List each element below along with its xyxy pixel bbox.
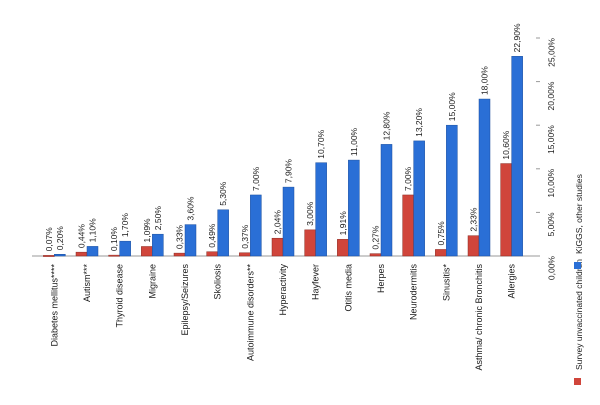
data-label-survey: 0,49%	[207, 223, 217, 248]
bar-survey-unvaccinated	[369, 253, 382, 257]
data-label-survey: 10,60%	[501, 130, 511, 159]
category-label: Diabetes mellitus****	[49, 264, 59, 347]
legend: Survey unvaccinated children KiGGS, other…	[574, 174, 584, 385]
bar-kiggs	[152, 233, 164, 257]
data-label-kiggs: 15,00%	[447, 92, 457, 121]
data-label-kiggs: 1,70%	[120, 213, 130, 238]
bar-kiggs	[478, 98, 491, 257]
bar-survey-unvaccinated	[500, 163, 512, 257]
data-label-survey: 0,75%	[436, 221, 446, 246]
value-axis-tick-label: 25,00%	[546, 38, 556, 67]
bar-kiggs	[348, 159, 360, 257]
data-label-kiggs: 7,00%	[251, 166, 261, 191]
data-label-survey: 0,10%	[109, 227, 119, 252]
category-label: Migraine	[147, 264, 157, 299]
category-label: Hayfever	[311, 264, 321, 300]
bar-survey-unvaccinated	[467, 235, 480, 257]
data-label-kiggs: 3,60%	[186, 196, 196, 221]
data-label-survey: 0,07%	[44, 227, 54, 252]
data-label-kiggs: 0,20%	[55, 226, 65, 251]
bar-kiggs	[86, 246, 99, 257]
legend-label-kiggs: KiGGS, other studies	[574, 174, 584, 254]
data-label-kiggs: 18,00%	[480, 66, 490, 95]
bar-survey-unvaccinated	[239, 252, 251, 257]
data-label-survey: 0,44%	[77, 224, 87, 249]
bar-kiggs	[511, 56, 523, 257]
category-label: Asthma/ chronic Bronchitis	[474, 264, 484, 371]
category-label: Autism***	[82, 264, 92, 303]
category-label: Allergies	[507, 264, 517, 299]
data-label-survey: 1,09%	[142, 218, 152, 243]
category-label: Epilepsy/Seizures	[180, 264, 190, 336]
bar-survey-unvaccinated	[402, 194, 414, 257]
bar-survey-unvaccinated	[206, 251, 218, 257]
bar-survey-unvaccinated	[435, 249, 447, 257]
bar-kiggs	[119, 240, 131, 257]
category-label: Hyperactivity	[278, 264, 288, 316]
bar-survey-unvaccinated	[43, 255, 55, 257]
value-axis-tick-label: 15,00%	[546, 125, 556, 154]
category-label: Autoimmune disorders**	[245, 264, 255, 362]
data-label-survey: 1,91%	[338, 211, 348, 236]
data-label-survey: 0,27%	[371, 225, 381, 250]
bar-survey-unvaccinated	[337, 239, 349, 257]
value-axis-tick-label: 20,00%	[546, 81, 556, 110]
value-axis-tick-label: 0,00%	[546, 256, 556, 281]
bar-survey-unvaccinated	[304, 229, 316, 257]
data-label-kiggs: 2,50%	[153, 206, 163, 231]
bar-kiggs	[380, 144, 393, 257]
category-label: Herpes	[376, 264, 386, 294]
category-label: Otitis media	[343, 264, 353, 312]
bar-survey-unvaccinated	[141, 246, 153, 257]
data-label-survey: 3,00%	[305, 201, 315, 226]
category-label: Neurodermitis	[409, 264, 419, 321]
bar-kiggs	[54, 254, 66, 257]
bar-survey-unvaccinated	[75, 251, 88, 257]
data-label-kiggs: 7,90%	[284, 159, 294, 184]
legend-swatch-kiggs	[574, 262, 581, 269]
data-label-survey: 2,33%	[469, 207, 479, 232]
data-label-kiggs: 5,30%	[218, 181, 228, 206]
data-label-survey: 2,04%	[273, 210, 283, 235]
legend-label-survey: Survey unvaccinated children	[574, 259, 584, 370]
bar-survey-unvaccinated	[271, 237, 284, 257]
data-label-survey: 0,37%	[240, 224, 250, 249]
data-labels: 0,07% 0,20% 0,44% 1,10% 0,10%1,70% 1,09%2,50%…	[44, 23, 522, 251]
data-label-kiggs: 12,80%	[382, 111, 392, 140]
category-label: Skoliosis	[213, 264, 223, 300]
data-label-kiggs: 1,10%	[88, 218, 98, 243]
value-axis-tick-label: 5,00%	[546, 212, 556, 237]
bar-kiggs	[217, 209, 229, 257]
data-label-kiggs: 22,90%	[512, 23, 522, 52]
bar-survey-unvaccinated	[108, 254, 120, 257]
data-label-survey: 7,00%	[403, 166, 413, 191]
value-axis-tick-label: 10,00%	[546, 168, 556, 197]
bar-kiggs	[250, 194, 262, 257]
data-label-kiggs: 10,70%	[316, 129, 326, 158]
data-label-kiggs: 13,20%	[414, 108, 424, 137]
bar-kiggs	[413, 140, 425, 257]
category-label: Thyroid disease	[115, 264, 125, 328]
bar-kiggs	[315, 162, 327, 257]
data-label-survey: 0,33%	[175, 225, 185, 250]
category-label: Sinusitis*	[441, 264, 451, 302]
legend-swatch-survey	[574, 378, 581, 385]
bar-kiggs	[184, 224, 197, 257]
bar-kiggs	[446, 124, 458, 257]
bar-kiggs	[282, 186, 295, 257]
bars	[43, 56, 523, 257]
bar-survey-unvaccinated	[173, 252, 186, 257]
category-labels: Diabetes mellitus**** Autism*** Thyroid di…	[49, 264, 516, 371]
data-label-kiggs: 11,00%	[349, 127, 359, 156]
